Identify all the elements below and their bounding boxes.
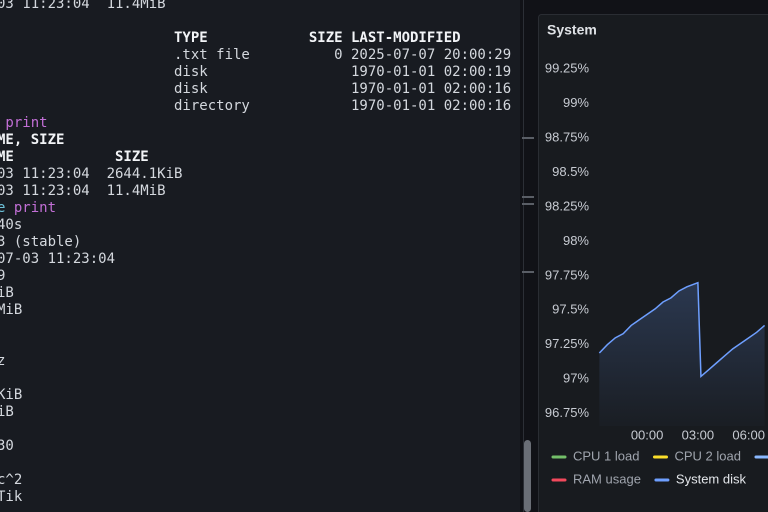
- terminal-text: iB: [0, 403, 14, 420]
- terminal-text: Tik: [0, 488, 23, 505]
- terminal-line: [0, 370, 511, 387]
- terminal-line: ME, SIZE: [0, 132, 511, 149]
- y-tick-label: 98.25%: [545, 198, 590, 213]
- series-area: [599, 282, 765, 426]
- series-line: [598, 281, 766, 378]
- terminal: 03 11:23:04 11.4MiB TYPE SIZE LAST-MODIF…: [0, 0, 512, 506]
- legend-label[interactable]: CPU 1 load: [573, 448, 639, 463]
- terminal-line: [0, 13, 511, 30]
- terminal-text: print: [0, 114, 48, 131]
- terminal-line: z: [0, 353, 511, 370]
- legend-label[interactable]: System disk: [676, 471, 747, 486]
- terminal-line: [0, 319, 511, 336]
- terminal-text: MiB: [0, 301, 23, 318]
- terminal-text: e: [0, 199, 6, 216]
- divider: [523, 0, 524, 512]
- terminal-text: iB: [0, 284, 14, 301]
- legend-label[interactable]: RAM usage: [573, 471, 641, 486]
- terminal-line: 03 11:23:04 11.4MiB: [0, 0, 511, 13]
- legend-label[interactable]: CPU 2 load: [674, 448, 740, 463]
- x-tick-label: 03:00: [682, 427, 715, 442]
- terminal-line: [0, 421, 511, 438]
- terminal-text: disk 1970-01-01 02:00:19: [0, 63, 512, 80]
- terminal-line: iB: [0, 404, 511, 421]
- panel: [538, 14, 768, 512]
- terminal-line: disk 1970-01-01 02:00:16: [0, 81, 511, 98]
- panel-title: System: [547, 22, 597, 38]
- plot: 96.75% 97% 97.25% 97.5% 97.75% 98% 98.25% 98.5%…: [545, 61, 768, 486]
- terminal-line: 3 (stable): [0, 234, 511, 251]
- terminal-text: print: [5, 199, 57, 216]
- y-tick-label: 99.25%: [545, 61, 590, 76]
- y-tick-label: 99%: [563, 95, 589, 110]
- terminal-text: 9: [0, 267, 6, 284]
- splitter[interactable]: [520, 0, 538, 512]
- terminal-output: 03 11:23:04 11.4MiB TYPE SIZE LAST-MODIF…: [0, 0, 511, 506]
- y-tick-label: 98%: [563, 233, 589, 248]
- terminal-line: 30: [0, 438, 511, 455]
- terminal-line: print: [0, 115, 511, 132]
- x-tick-label: 06:00: [732, 427, 765, 442]
- terminal-line: .txt file 0 2025-07-07 20:00:29: [0, 47, 511, 64]
- terminal-text: ME, SIZE: [0, 131, 65, 148]
- terminal-line: TYPE SIZE LAST-MODIFIED: [0, 30, 511, 47]
- y-tick-label: 97.75%: [545, 267, 590, 282]
- terminal-line: directory 1970-01-01 02:00:16: [0, 98, 511, 115]
- terminal-text: 03 11:23:04 11.4MiB: [0, 182, 166, 199]
- y-tick-label: 97.5%: [552, 302, 589, 317]
- terminal-text: 03 11:23:04 11.4MiB: [0, 0, 166, 12]
- terminal-line: e print: [0, 200, 511, 217]
- terminal-text: TYPE SIZE LAST-MODIFIED: [0, 29, 461, 46]
- terminal-text: c^2: [0, 471, 23, 488]
- terminal-text: 40s: [0, 216, 23, 233]
- y-tick-label: 97%: [563, 371, 589, 386]
- terminal-line: 03 11:23:04 11.4MiB: [0, 183, 511, 200]
- terminal-line: 07-03 11:23:04: [0, 251, 511, 268]
- terminal-line: KiB: [0, 387, 511, 404]
- grip: [522, 196, 534, 205]
- terminal-text: directory 1970-01-01 02:00:16: [0, 97, 512, 114]
- y-tick-label: 98.75%: [545, 129, 590, 144]
- terminal-line: [0, 336, 511, 353]
- y-tick-label: 98.5%: [552, 164, 589, 179]
- x-tick-label: 00:00: [631, 427, 664, 442]
- y-tick-label: 97.25%: [545, 336, 590, 351]
- terminal-text: ME SIZE: [0, 148, 149, 165]
- terminal-line: 03 11:23:04 2644.1KiB: [0, 166, 511, 183]
- terminal-text: 3 (stable): [0, 233, 82, 250]
- terminal-text: disk 1970-01-01 02:00:16: [0, 80, 512, 97]
- terminal-text: 03 11:23:04 2644.1KiB: [0, 165, 183, 182]
- terminal-line: iB: [0, 285, 511, 302]
- terminal-line: ME SIZE: [0, 149, 511, 166]
- terminal-text: 30: [0, 437, 14, 454]
- terminal-line: MiB: [0, 302, 511, 319]
- terminal-line: 9: [0, 268, 511, 285]
- terminal-line: disk 1970-01-01 02:00:19: [0, 64, 511, 81]
- terminal-text: z: [0, 352, 6, 369]
- terminal-line: Tik: [0, 489, 511, 506]
- terminal-line: [0, 455, 511, 472]
- y-tick-label: 96.75%: [545, 405, 590, 420]
- grip: [522, 271, 534, 273]
- grip: [522, 137, 534, 139]
- terminal-line: c^2: [0, 472, 511, 489]
- terminal-text: 07-03 11:23:04: [0, 250, 116, 267]
- scrollbar-thumb[interactable]: [524, 440, 531, 512]
- terminal-text: KiB: [0, 386, 23, 403]
- terminal-line: 40s: [0, 217, 511, 234]
- terminal-text: .txt file 0 2025-07-07 20:00:29: [0, 46, 512, 63]
